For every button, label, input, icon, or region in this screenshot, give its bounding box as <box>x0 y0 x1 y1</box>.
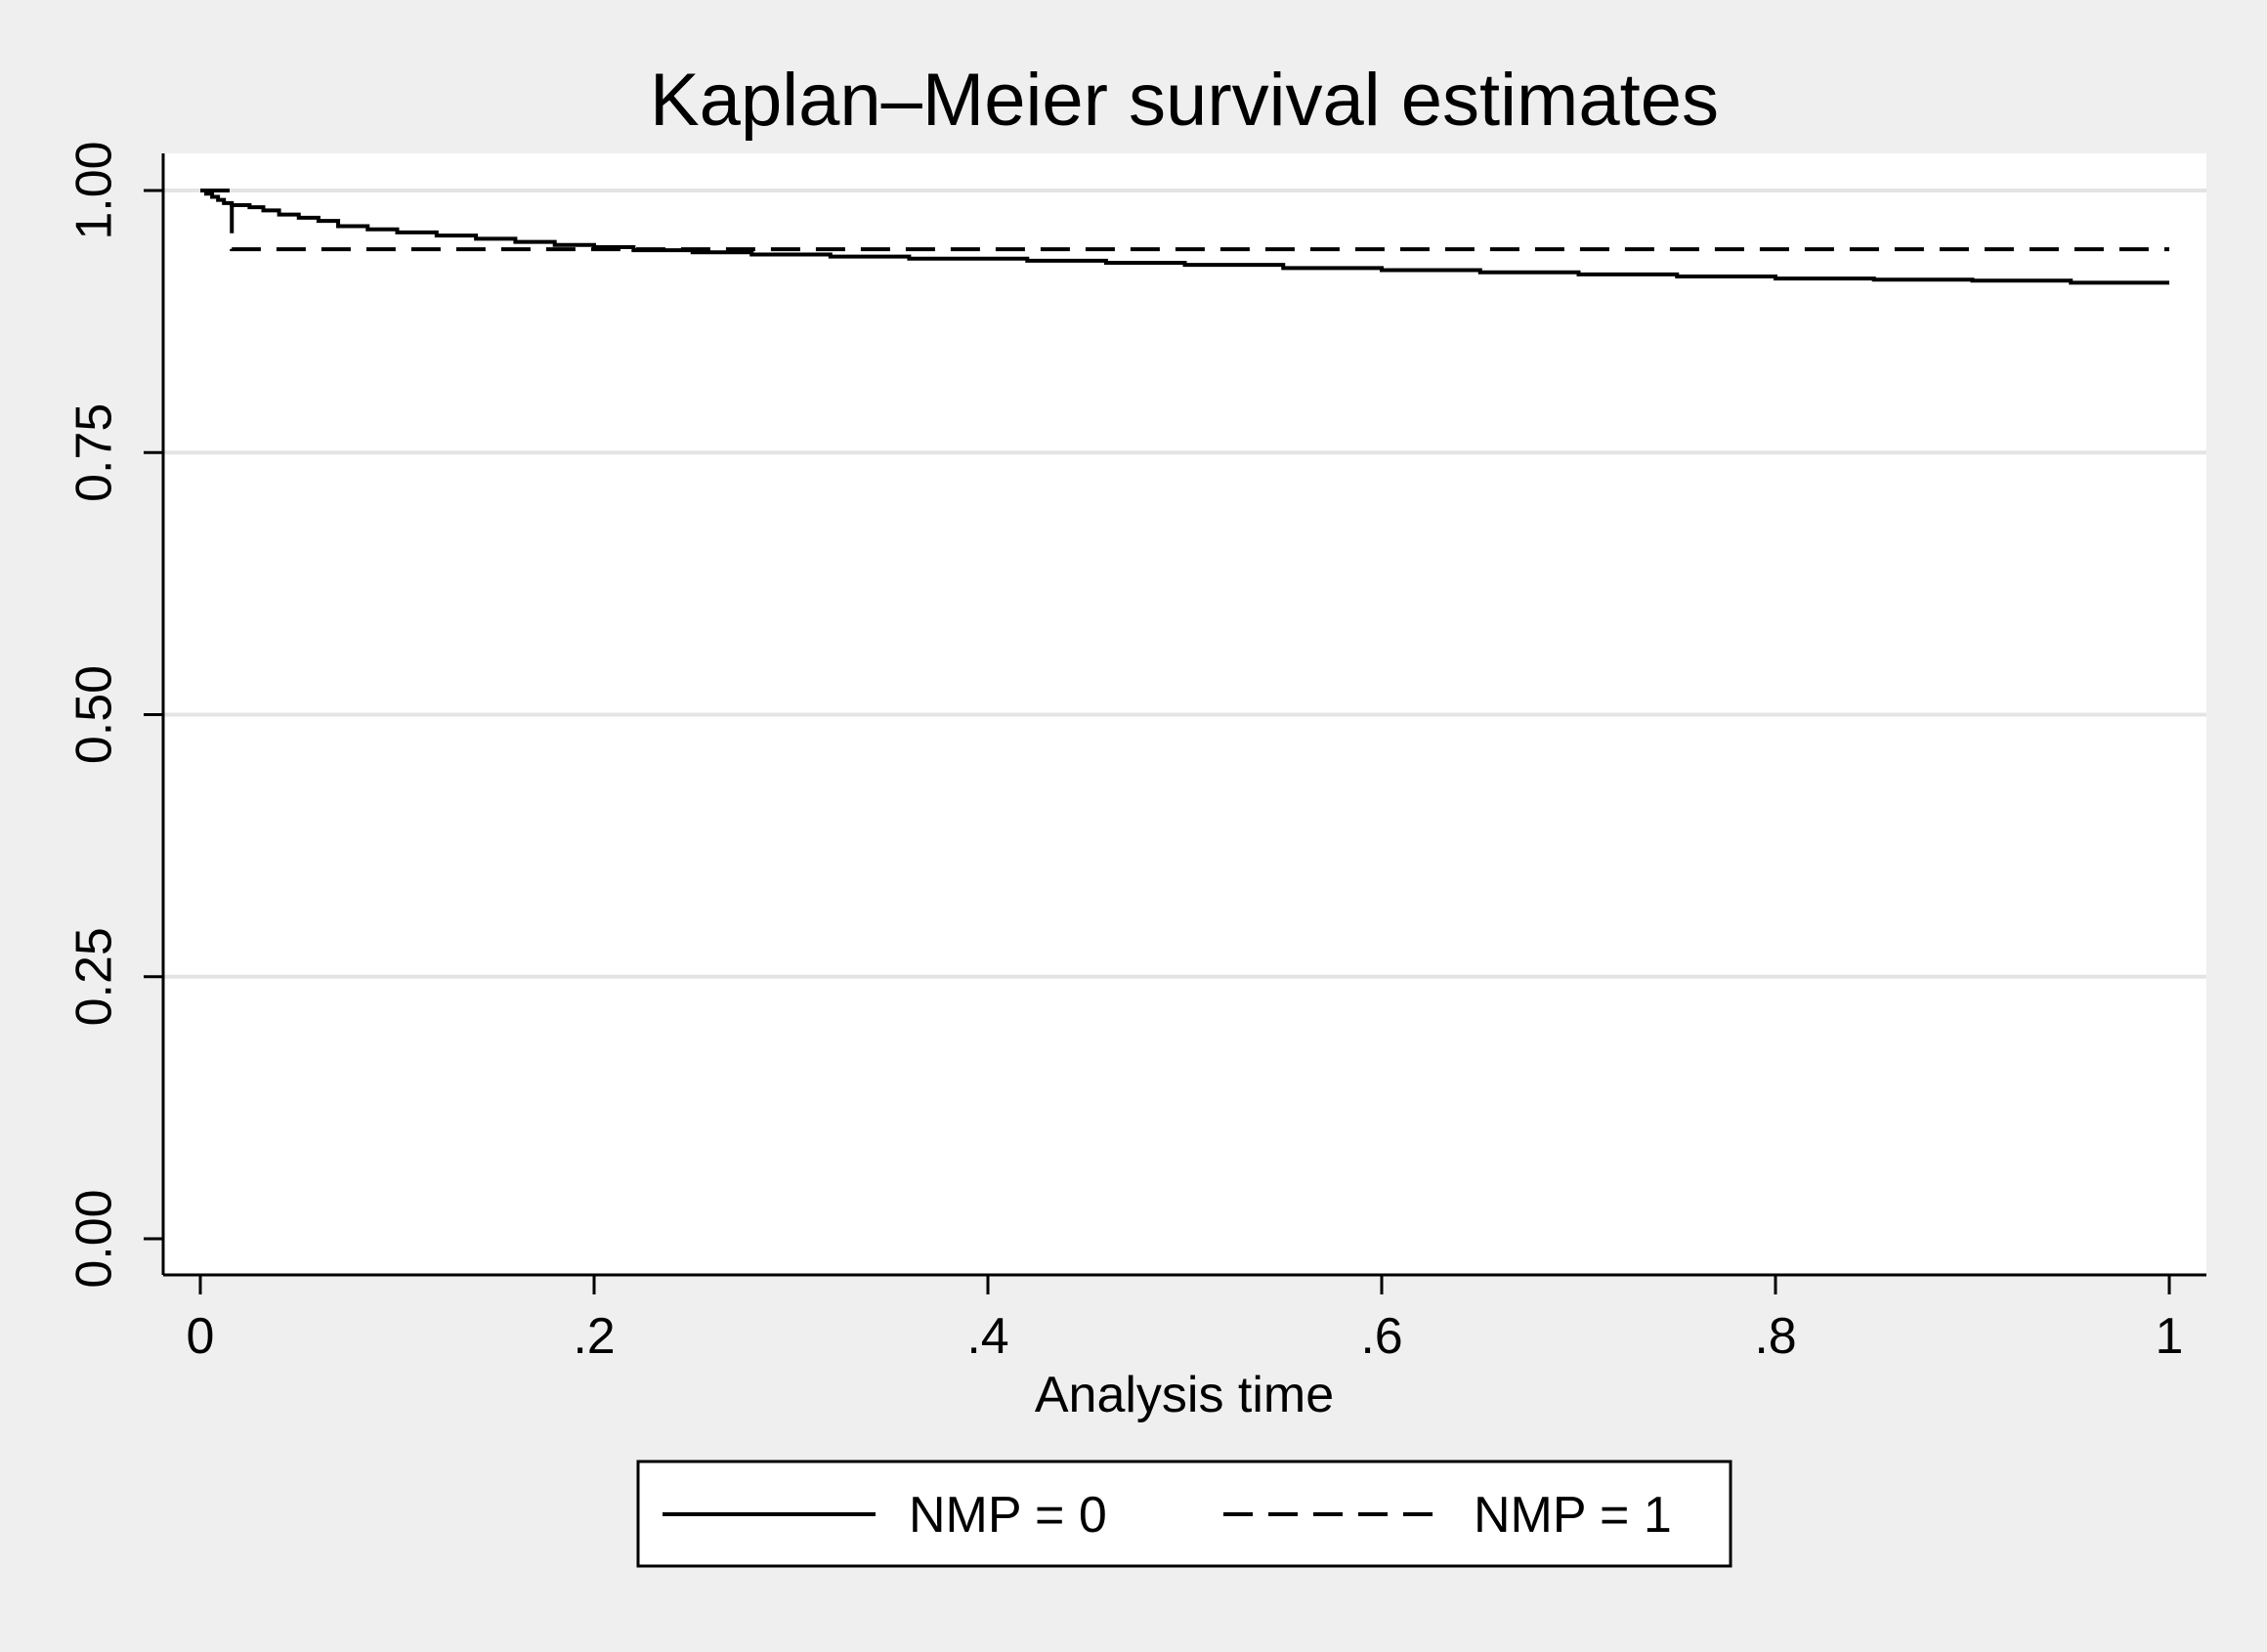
y-tick-label: 0.00 <box>66 1189 123 1288</box>
legend-label: NMP = 1 <box>1474 1487 1672 1544</box>
y-tick-label: 0.50 <box>66 665 123 764</box>
x-tick-label: 1 <box>2156 1308 2184 1365</box>
x-tick-label: .4 <box>966 1308 1008 1365</box>
chart-title: Kaplan–Meier survival estimates <box>650 59 1719 142</box>
x-tick-label: .8 <box>1754 1308 1796 1365</box>
x-tick-label: .2 <box>573 1308 615 1365</box>
y-tick-label: 0.25 <box>66 927 123 1026</box>
series-line-nmp-1 <box>200 189 2169 252</box>
grid-lines <box>163 189 2206 979</box>
legend-label: NMP = 0 <box>909 1487 1107 1544</box>
series-layer <box>200 189 2169 285</box>
series-line-nmp-0 <box>200 189 2169 285</box>
x-tick-label: .6 <box>1360 1308 1402 1365</box>
y-tick-label: 1.00 <box>66 141 123 239</box>
axes: 0.00 0.25 0.50 0.75 1.00 0 .2 .4 .6 .8 1 <box>66 141 2206 1365</box>
legend: NMP = 0 NMP = 1 <box>636 1460 1732 1568</box>
x-tick-label: 0 <box>187 1308 215 1365</box>
y-tick-label: 0.75 <box>66 403 123 502</box>
x-axis-label: Analysis time <box>1035 1367 1334 1423</box>
